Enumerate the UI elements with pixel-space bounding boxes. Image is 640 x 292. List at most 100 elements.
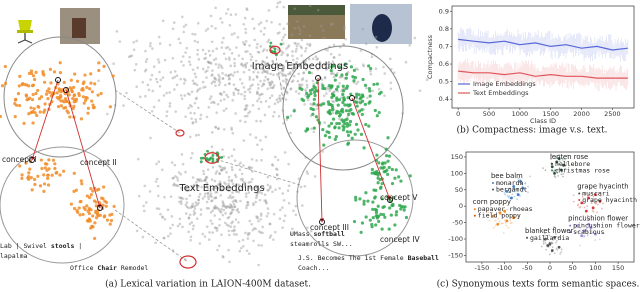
cluster-halo <box>550 154 553 157</box>
embedding-dot <box>212 206 216 210</box>
embedding-dot <box>286 54 289 57</box>
cluster-halo <box>565 161 568 164</box>
point-cloud <box>370 147 412 189</box>
cluster-halo <box>487 211 490 214</box>
cluster-halo <box>555 156 558 159</box>
embedding-dot <box>72 104 76 108</box>
embedding-dot <box>193 39 197 43</box>
embedding-dot <box>162 94 166 97</box>
embedding-dot <box>240 186 244 189</box>
embedding-dot <box>40 166 44 171</box>
embedding-dot <box>161 19 165 23</box>
embedding-dot <box>196 48 200 52</box>
x-tick-label: -100 <box>497 264 512 272</box>
embedding-dot <box>149 136 152 140</box>
cluster-halo <box>553 170 556 172</box>
embedding-dot <box>264 135 268 139</box>
embedding-dot <box>272 84 276 87</box>
embedding-dot <box>325 92 328 95</box>
embedding-dot <box>218 172 222 176</box>
legend-label: Image Embeddings <box>473 80 536 88</box>
embedding-dot <box>243 108 247 111</box>
embedding-dot <box>43 162 48 166</box>
embedding-dot <box>220 66 224 70</box>
embedding-dot <box>190 90 194 94</box>
embedding-dot <box>300 46 304 50</box>
embedding-dot <box>209 194 212 198</box>
embedding-dot <box>185 189 189 193</box>
embedding-dot <box>264 201 268 204</box>
embedding-dot <box>255 75 259 78</box>
series-line <box>458 38 628 51</box>
embedding-dot <box>252 227 256 230</box>
embedding-dot <box>176 224 180 228</box>
embedding-dot <box>151 89 155 93</box>
embedding-dot <box>306 226 309 230</box>
embedding-dot <box>59 104 63 108</box>
embedding-dot <box>279 42 283 46</box>
embedding-dot <box>136 157 140 161</box>
embedding-dot <box>329 121 334 126</box>
embedding-dot <box>356 80 360 84</box>
embedding-dot <box>254 136 258 139</box>
embedding-dot <box>389 87 393 91</box>
embedding-dot <box>281 192 284 195</box>
embedding-dot <box>171 177 175 180</box>
embedding-dot <box>223 167 226 171</box>
cluster-halo <box>557 174 560 177</box>
embedding-dot <box>81 82 85 86</box>
embedding-dot <box>238 119 242 123</box>
embedding-dot <box>29 110 33 115</box>
embedding-dot <box>355 104 359 108</box>
embedding-dot <box>242 164 245 167</box>
embedding-dot <box>89 81 93 85</box>
cluster-halo <box>575 226 577 229</box>
embedding-dot <box>259 217 263 221</box>
embedding-dot <box>73 72 77 76</box>
embedding-dot <box>218 164 221 168</box>
embedding-dot <box>278 71 282 74</box>
embedding-dot <box>166 208 170 212</box>
embedding-dot <box>216 127 220 131</box>
embedding-dot <box>207 61 211 64</box>
embedding-dot <box>186 92 190 95</box>
x-tick-label: 150 <box>612 264 624 272</box>
embedding-dot <box>205 181 209 185</box>
embedding-dot <box>266 40 269 44</box>
embedding-dot <box>329 52 333 56</box>
embedding-dot <box>304 88 307 92</box>
synonym-label: papaver rhoeas <box>478 205 533 213</box>
cluster-halo <box>513 190 516 193</box>
embedding-dot <box>362 202 366 206</box>
embedding-dot <box>210 195 213 198</box>
embedding-dot <box>216 248 219 252</box>
embedding-dot <box>132 48 136 52</box>
zoom-circle <box>0 146 125 264</box>
embedding-dot <box>250 157 254 161</box>
embedding-dot <box>354 95 358 99</box>
caption-snippet: UMass softball <box>290 230 345 238</box>
embedding-dot <box>99 91 103 96</box>
x-tick-label: 0 <box>548 264 552 272</box>
embedding-dot <box>224 46 228 50</box>
embedding-dot <box>177 171 181 174</box>
embedding-dot <box>65 109 69 113</box>
embedding-dot <box>341 124 345 128</box>
embedding-dot <box>212 100 215 104</box>
embedding-dot <box>213 179 217 183</box>
embedding-dot <box>349 130 353 134</box>
cluster-halo <box>564 158 566 161</box>
embedding-dot <box>85 85 89 89</box>
embedding-dot <box>337 65 342 69</box>
embedding-dot <box>189 235 193 239</box>
embedding-dot <box>83 207 87 211</box>
embedding-dot <box>196 21 200 25</box>
cluster-halo <box>507 226 510 229</box>
plot-frame <box>451 5 635 109</box>
embedding-dot <box>220 188 223 192</box>
embedding-dot <box>264 70 267 73</box>
y-tick-label: 150 <box>451 153 463 161</box>
embedding-dot <box>366 96 369 100</box>
embedding-dot <box>305 170 309 173</box>
embedding-dot <box>256 42 259 46</box>
